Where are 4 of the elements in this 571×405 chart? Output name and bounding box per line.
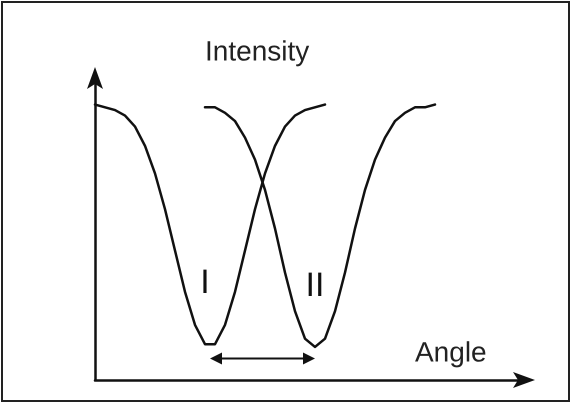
- series-label: II: [306, 266, 324, 304]
- series-label: I: [200, 263, 210, 302]
- x-axis-title: Angle: [415, 336, 487, 368]
- y-axis-title: Intensity: [205, 36, 310, 66]
